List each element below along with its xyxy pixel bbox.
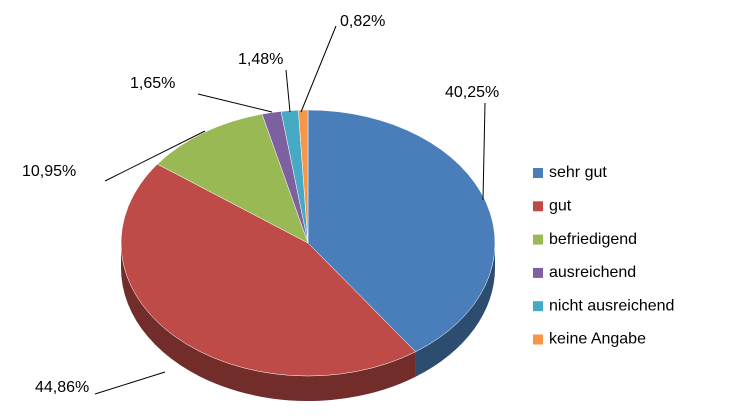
- legend-swatch: [533, 168, 543, 178]
- legend-swatch: [533, 301, 543, 312]
- leader-line: [285, 69, 291, 113]
- data-label: 1,48%: [238, 51, 283, 68]
- leader-line: [94, 371, 166, 395]
- slice-side: [415, 243, 495, 377]
- legend-label: gut: [549, 198, 572, 215]
- legend-swatch: [533, 267, 543, 278]
- slice-side: [121, 243, 416, 401]
- leader-line: [104, 130, 206, 182]
- leader-line: [482, 102, 486, 201]
- legend-label: sehr gut: [549, 164, 607, 181]
- slice: [307, 109, 496, 353]
- legend-label: ausreichend: [549, 264, 636, 281]
- data-label: 44,86%: [35, 379, 89, 396]
- legend-swatch: [533, 234, 543, 245]
- data-label: 10,95%: [22, 163, 76, 180]
- legend-label: nicht ausreichend: [549, 297, 674, 314]
- slice: [298, 109, 309, 244]
- leader-line: [300, 25, 337, 113]
- data-label: 0,82%: [340, 13, 385, 30]
- legend-label: befriedigend: [549, 231, 637, 248]
- data-label: 40,25%: [445, 84, 499, 101]
- slice: [156, 113, 309, 244]
- legend-swatch: [533, 334, 543, 345]
- data-label: 1,65%: [130, 75, 175, 92]
- legend-swatch: [533, 201, 543, 212]
- legend-label: keine Angabe: [549, 331, 646, 348]
- leader-line: [197, 93, 273, 113]
- slice: [120, 163, 416, 377]
